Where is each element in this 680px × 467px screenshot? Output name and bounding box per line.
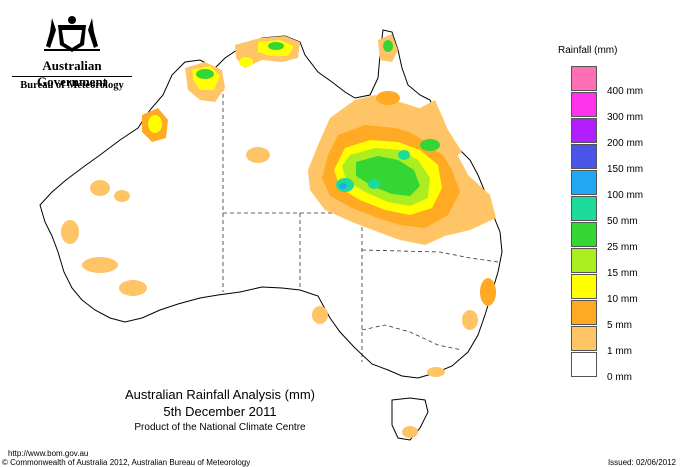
legend-label: 10 mm	[607, 294, 638, 305]
legend-swatch	[571, 118, 597, 143]
legend-label: 50 mm	[607, 216, 638, 227]
legend-swatch	[571, 300, 597, 325]
legend-label: 25 mm	[607, 242, 638, 253]
legend-label: 5 mm	[607, 320, 632, 331]
legend-swatch	[571, 92, 597, 117]
legend-swatch	[571, 274, 597, 299]
legend-label: 15 mm	[607, 268, 638, 279]
header-divider	[12, 76, 132, 77]
map-producer: Product of the National Climate Centre	[134, 422, 306, 433]
legend-swatch	[571, 170, 597, 195]
legend-swatch	[571, 144, 597, 169]
coat-of-arms-emblem	[44, 16, 100, 52]
issued-date: Issued: 02/06/2012	[607, 458, 676, 467]
map-title: Australian Rainfall Analysis (mm)	[124, 387, 315, 402]
legend-swatch	[571, 326, 597, 351]
legend-title: Rainfall (mm)	[558, 45, 618, 56]
legend-label: 300 mm	[607, 112, 644, 123]
legend-label: 200 mm	[607, 138, 644, 149]
legend-label: 100 mm	[607, 190, 644, 201]
legend-swatch	[571, 222, 597, 247]
legend-swatch	[571, 66, 597, 91]
gov-title: Australian Government	[36, 58, 108, 89]
bom-url-link[interactable]: http://www.bom.gov.au	[8, 449, 89, 458]
legend-swatch	[571, 352, 597, 377]
legend-label: 150 mm	[607, 164, 644, 175]
tasmania-outline	[391, 397, 429, 441]
rainfall-shading	[61, 34, 496, 438]
agency-name: Bureau of Meteorology	[20, 80, 124, 91]
legend-label: 1 mm	[607, 346, 632, 357]
copyright-text: © Commonwealth of Australia 2012, Austra…	[2, 458, 251, 467]
legend-label: 400 mm	[607, 86, 644, 97]
legend-label: 0 mm	[607, 372, 632, 383]
legend-swatch	[571, 248, 597, 273]
map-date: 5th December 2011	[163, 404, 277, 419]
legend-swatch	[571, 196, 597, 221]
